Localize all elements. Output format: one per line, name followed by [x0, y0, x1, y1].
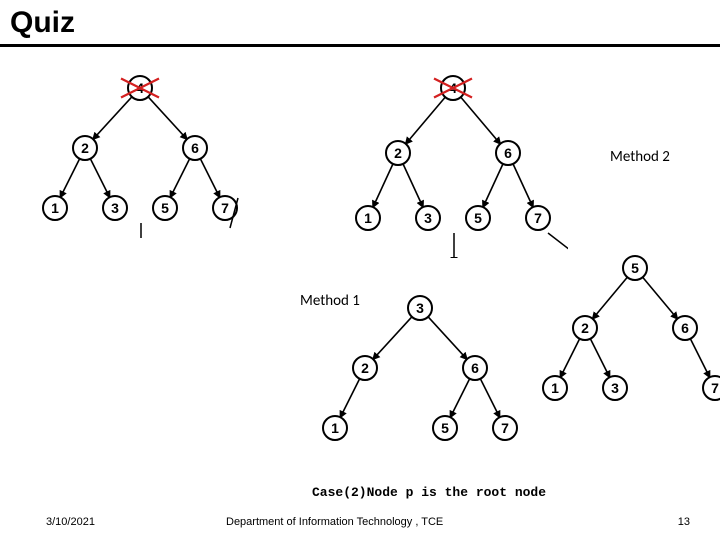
tree-diagram-2: 4261357: [338, 68, 568, 258]
method1-label: Method 1: [300, 292, 360, 310]
svg-text:2: 2: [81, 140, 89, 156]
svg-text:6: 6: [471, 360, 479, 376]
method2-label: Method 2: [610, 148, 670, 166]
tree-diagram-1: 4261357: [30, 68, 250, 238]
svg-text:6: 6: [681, 320, 689, 336]
svg-text:3: 3: [111, 200, 119, 216]
title-underline: [0, 44, 720, 47]
page-title: Quiz: [10, 6, 75, 40]
svg-text:6: 6: [191, 140, 199, 156]
svg-text:7: 7: [711, 380, 719, 396]
svg-text:1: 1: [551, 380, 559, 396]
svg-text:7: 7: [221, 200, 229, 216]
svg-text:1: 1: [331, 420, 339, 436]
svg-text:5: 5: [631, 260, 639, 276]
svg-text:5: 5: [161, 200, 169, 216]
svg-text:5: 5: [474, 210, 482, 226]
case-caption: Case(2)Node p is the root node: [312, 485, 546, 500]
tree-diagram-4: 5 2 6 1 3 7: [530, 250, 720, 440]
svg-text:2: 2: [581, 320, 589, 336]
svg-text:2: 2: [394, 145, 402, 161]
svg-text:1: 1: [51, 200, 59, 216]
svg-text:7: 7: [534, 210, 542, 226]
footer-date: 3/10/2021: [46, 516, 95, 528]
svg-text:3: 3: [416, 300, 424, 316]
svg-text:7: 7: [501, 420, 509, 436]
svg-text:2: 2: [361, 360, 369, 376]
svg-text:6: 6: [504, 145, 512, 161]
footer-page-number: 13: [678, 516, 690, 528]
svg-text:3: 3: [424, 210, 432, 226]
svg-text:3: 3: [611, 380, 619, 396]
svg-text:5: 5: [441, 420, 449, 436]
tree-diagram-3: 3 2 6 1 5 7: [310, 290, 530, 480]
svg-text:1: 1: [364, 210, 372, 226]
footer-department: Department of Information Technology , T…: [226, 516, 443, 528]
